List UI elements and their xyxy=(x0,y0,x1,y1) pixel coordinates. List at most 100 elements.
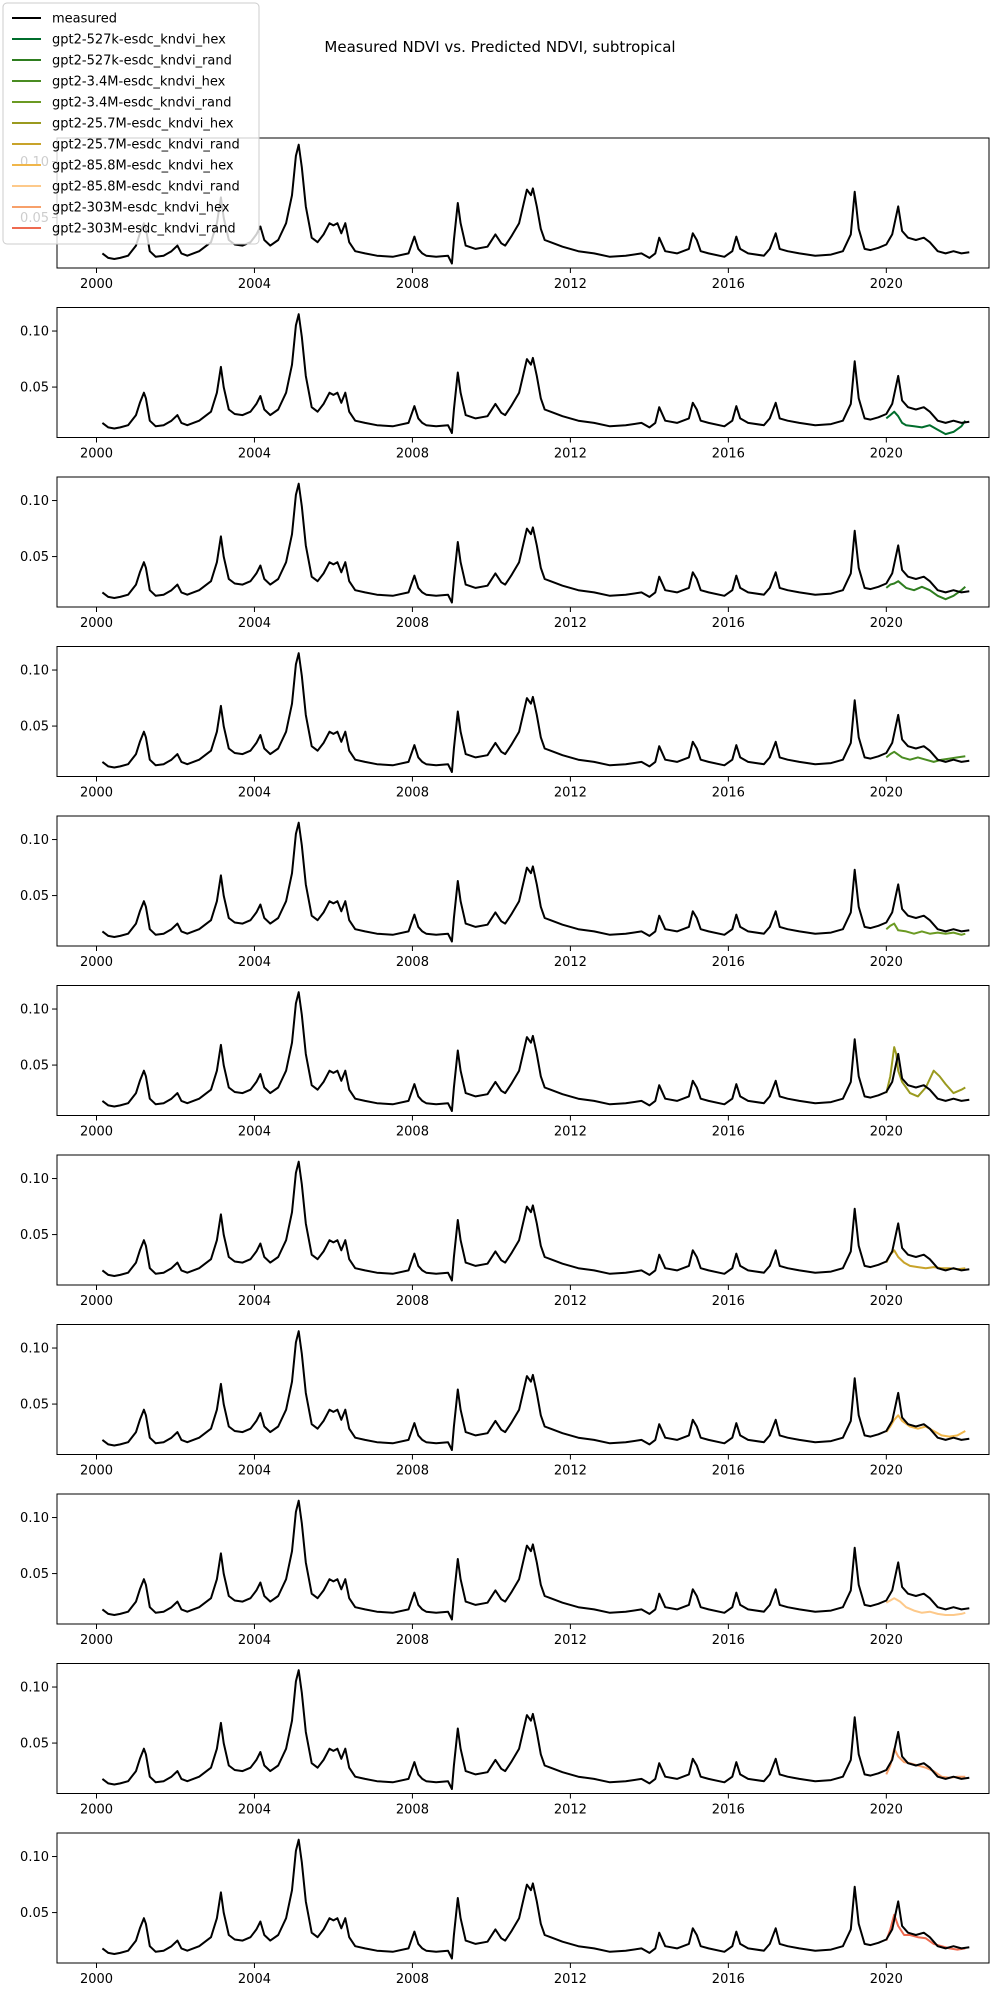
legend-entry: gpt2-85.8M-esdc_kndvi_hex xyxy=(12,159,234,174)
subplot-10: 2000 2004 2008 2012 2016 2020 0.05 0.10 xyxy=(20,1663,990,1818)
series-line-measured xyxy=(101,1330,970,1451)
legend-label: gpt2-25.7M-esdc_kndvi_hex xyxy=(52,117,234,132)
series-line-gpt2-303M-esdc_kndvi_rand xyxy=(885,1913,966,1951)
x-tick-label: 2000 xyxy=(80,1803,113,1818)
y-tick-label: 0.10 xyxy=(20,1342,49,1357)
x-tick-label: 2008 xyxy=(396,955,429,970)
x-tick-label: 2012 xyxy=(554,1125,587,1140)
x-tick-label: 2016 xyxy=(712,1125,745,1140)
x-tick-label: 2016 xyxy=(712,1972,745,1987)
legend-entry: gpt2-85.8M-esdc_kndvi_rand xyxy=(12,180,240,195)
series-line-measured xyxy=(101,482,970,604)
x-tick-label: 2016 xyxy=(712,1464,745,1479)
subplot-4: 2000 2004 2008 2012 2016 2020 0.05 0.10 xyxy=(20,646,990,801)
legend-entry: measured xyxy=(12,12,117,27)
x-tick-label: 2012 xyxy=(554,1972,587,1987)
legend: measured gpt2-527k-esdc_kndvi_hex gpt2-527… xyxy=(2,2,260,245)
y-tick-label: 0.10 xyxy=(20,833,49,848)
x-tick-label: 2020 xyxy=(870,1803,903,1818)
x-tick-label: 2000 xyxy=(80,277,113,292)
y-tick-label: 0.10 xyxy=(20,664,49,679)
x-tick-label: 2012 xyxy=(554,447,587,462)
x-tick-label: 2008 xyxy=(396,616,429,631)
x-tick-label: 2012 xyxy=(554,277,587,292)
series-line-gpt2-25.7M-esdc_kndvi_hex xyxy=(885,1046,966,1098)
plot-frame xyxy=(56,1324,990,1455)
legend-entry: gpt2-527k-esdc_kndvi_hex xyxy=(12,33,226,48)
x-tick-label: 2012 xyxy=(554,1803,587,1818)
y-tick-label: 0.05 xyxy=(20,1906,49,1921)
legend-label: gpt2-25.7M-esdc_kndvi_rand xyxy=(52,138,240,153)
series-line-gpt2-303M-esdc_kndvi_hex xyxy=(885,1747,966,1779)
x-tick-label: 2012 xyxy=(554,1464,587,1479)
x-tick-label: 2020 xyxy=(870,1464,903,1479)
y-tick-label: 0.10 xyxy=(20,1681,49,1696)
plot-frame xyxy=(56,646,990,777)
x-tick-label: 2004 xyxy=(238,1803,271,1818)
x-tick-label: 2000 xyxy=(80,616,113,631)
y-tick-label: 0.05 xyxy=(20,1059,49,1074)
x-tick-label: 2004 xyxy=(238,1294,271,1309)
x-tick-label: 2004 xyxy=(238,447,271,462)
x-tick-label: 2020 xyxy=(870,1972,903,1987)
series-line-gpt2-3.4M-esdc_kndvi_rand xyxy=(885,922,966,936)
x-tick-label: 2004 xyxy=(238,1972,271,1987)
legend-label: gpt2-527k-esdc_kndvi_hex xyxy=(52,33,226,48)
legend-label: gpt2-303M-esdc_kndvi_hex xyxy=(52,201,230,216)
subplot-9: 2000 2004 2008 2012 2016 2020 0.05 0.10 xyxy=(20,1493,990,1648)
plot-frame xyxy=(56,815,990,947)
series-line-gpt2-85.8M-esdc_kndvi_rand xyxy=(885,1597,966,1616)
x-tick-label: 2004 xyxy=(238,1633,271,1648)
x-tick-label: 2020 xyxy=(870,616,903,631)
x-tick-label: 2016 xyxy=(712,447,745,462)
legend-label: gpt2-3.4M-esdc_kndvi_rand xyxy=(52,96,231,111)
series-line-measured xyxy=(101,1160,970,1282)
y-tick-label: 0.10 xyxy=(20,1003,49,1018)
series-line-gpt2-3.4M-esdc_kndvi_hex xyxy=(885,750,966,763)
x-tick-label: 2008 xyxy=(396,447,429,462)
legend-label: gpt2-3.4M-esdc_kndvi_hex xyxy=(52,75,226,90)
x-tick-label: 2016 xyxy=(712,786,745,801)
series-line-gpt2-25.7M-esdc_kndvi_rand xyxy=(885,1249,966,1271)
plot-frame xyxy=(56,1154,990,1286)
x-tick-label: 2020 xyxy=(870,1633,903,1648)
x-tick-label: 2000 xyxy=(80,1294,113,1309)
y-tick-label: 0.10 xyxy=(20,1172,49,1187)
x-tick-label: 2012 xyxy=(554,786,587,801)
plot-frame xyxy=(56,1493,990,1625)
x-tick-label: 2000 xyxy=(80,447,113,462)
x-tick-label: 2004 xyxy=(238,786,271,801)
x-tick-label: 2000 xyxy=(80,786,113,801)
legend-box xyxy=(2,2,260,245)
y-tick-label: 0.10 xyxy=(20,1850,49,1865)
subplot-6: 2000 2004 2008 2012 2016 2020 0.05 0.10 xyxy=(20,985,990,1140)
x-tick-label: 2016 xyxy=(712,1294,745,1309)
figure-title: Measured NDVI vs. Predicted NDVI, subtro… xyxy=(324,38,675,56)
subplot-11: 2000 2004 2008 2012 2016 2020 0.05 0.10 xyxy=(20,1832,990,1987)
series-line-measured xyxy=(101,652,970,773)
x-tick-label: 2000 xyxy=(80,955,113,970)
series-line-gpt2-527k-esdc_kndvi_hex xyxy=(885,410,967,436)
legend-entry: gpt2-25.7M-esdc_kndvi_rand xyxy=(12,138,240,153)
x-tick-label: 2008 xyxy=(396,1294,429,1309)
x-tick-label: 2008 xyxy=(396,1464,429,1479)
plot-frame xyxy=(56,1832,990,1964)
x-tick-label: 2016 xyxy=(712,616,745,631)
series-line-measured xyxy=(101,1499,970,1621)
x-tick-label: 2012 xyxy=(554,1633,587,1648)
x-tick-label: 2008 xyxy=(396,277,429,292)
subplot-5: 2000 2004 2008 2012 2016 2020 0.05 0.10 xyxy=(20,815,990,970)
legend-entry: gpt2-527k-esdc_kndvi_rand xyxy=(12,54,232,69)
y-tick-label: 0.05 xyxy=(20,1567,49,1582)
subplot-stack: 2000 2004 2008 2012 2016 2020 0.05 0.10 2000 2004… xyxy=(20,137,990,1987)
legend-label: gpt2-85.8M-esdc_kndvi_hex xyxy=(52,159,234,174)
series-line-measured xyxy=(101,1669,970,1790)
x-tick-label: 2020 xyxy=(870,1294,903,1309)
y-tick-label: 0.05 xyxy=(20,1228,49,1243)
x-tick-label: 2012 xyxy=(554,616,587,631)
x-tick-label: 2008 xyxy=(396,786,429,801)
legend-entry: gpt2-3.4M-esdc_kndvi_hex xyxy=(12,75,226,90)
subplot-2: 2000 2004 2008 2012 2016 2020 0.05 0.10 xyxy=(20,307,990,462)
x-tick-label: 2016 xyxy=(712,1803,745,1818)
